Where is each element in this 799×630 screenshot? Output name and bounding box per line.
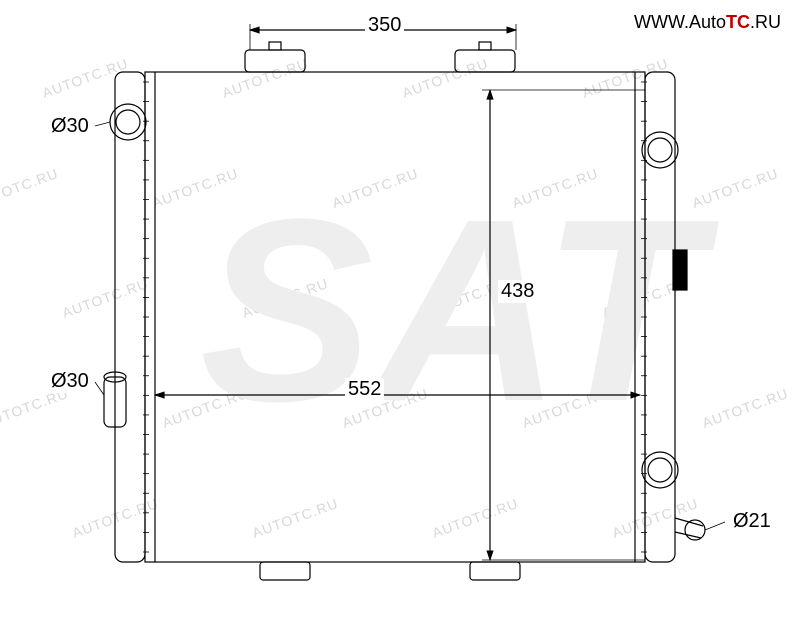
dim-width: 552 <box>345 378 384 401</box>
dim-port-tl: Ø30 <box>48 115 92 138</box>
dim-port-ml: Ø30 <box>48 370 92 393</box>
url-main: Auto <box>689 12 726 32</box>
url-accent: TC <box>726 12 750 32</box>
source-url: WWW.AutoTC.RU <box>634 12 781 33</box>
url-suffix: .RU <box>750 12 781 32</box>
url-prefix: WWW. <box>634 12 689 32</box>
dim-height: 438 <box>498 280 537 303</box>
dim-port-br: Ø21 <box>730 510 774 533</box>
radiator-drawing: SAT <box>0 0 799 630</box>
dim-top: 350 <box>365 14 404 37</box>
diagram-canvas: AUTOTC.RUAUTOTC.RUAUTOTC.RUAUTOTC.RUAUTO… <box>0 0 799 630</box>
svg-text:SAT: SAT <box>200 166 721 456</box>
